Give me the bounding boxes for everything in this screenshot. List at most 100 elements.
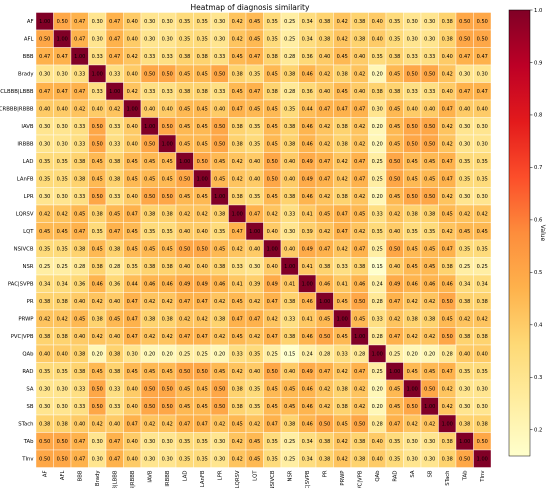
cell-value-label: 0.38 (232, 142, 243, 148)
cell-value-label: 0.35 (477, 177, 488, 183)
cell-value-label: 0.47 (39, 54, 50, 60)
cell-value-label: 0.35 (459, 159, 470, 165)
cell-value-label: 0.30 (214, 37, 225, 43)
cell-value-label: 0.45 (144, 159, 155, 165)
cell-value-label: 0.38 (459, 299, 470, 305)
cell-value-label: 1.00 (319, 299, 330, 305)
cell-value-label: 0.45 (232, 422, 243, 428)
cell-value-label: 0.50 (407, 142, 418, 148)
cell-value-label: 0.47 (57, 89, 68, 95)
cell-value-label: 0.47 (57, 54, 68, 60)
colorbar-tick-label: 0.8 (534, 113, 543, 119)
cell-value-label: 0.47 (459, 89, 470, 95)
cell-value-label: 0.30 (39, 72, 50, 78)
cell-value-label: 0.47 (109, 229, 120, 235)
cell-value-label: 0.20 (372, 124, 383, 130)
cell-value-label: 0.33 (144, 89, 155, 95)
cell-value-label: 0.35 (197, 439, 208, 445)
cell-value-label: 0.49 (302, 369, 313, 375)
cell-value-label: 0.50 (214, 404, 225, 410)
cell-value-label: 0.34 (302, 439, 313, 445)
cell-value-label: 0.50 (92, 124, 103, 130)
cell-value-label: 0.24 (302, 352, 313, 358)
cell-value-label: 0.38 (92, 317, 103, 323)
cell-value-label: 0.35 (57, 177, 68, 183)
cell-value-label: 0.35 (389, 37, 400, 43)
cell-value-label: 0.47 (179, 334, 190, 340)
cell-value-label: 0.38 (109, 247, 120, 253)
cell-value-label: 0.47 (127, 212, 138, 218)
cell-value-label: 0.38 (162, 212, 173, 218)
y-tick-label: SA (26, 387, 33, 393)
cell-value-label: 0.30 (144, 19, 155, 25)
cell-value-label: 1.00 (197, 177, 208, 183)
cell-value-label: 0.38 (144, 317, 155, 323)
cell-value-label: 0.25 (284, 19, 295, 25)
x-tick-label: NSIVCB (270, 470, 276, 488)
cell-value-label: 0.25 (372, 177, 383, 183)
cell-value-label: 0.45 (92, 369, 103, 375)
cell-value-label: 0.35 (127, 264, 138, 270)
cell-value-label: 0.46 (302, 142, 313, 148)
cell-value-label: 1.00 (144, 124, 155, 130)
cell-value-label: 0.38 (424, 317, 435, 323)
cell-value-label: 0.45 (424, 369, 435, 375)
x-tick-label: LQT (252, 470, 258, 481)
cell-value-label: 0.35 (267, 457, 278, 463)
cell-value-label: 0.36 (74, 282, 85, 288)
cell-value-label: 0.42 (249, 422, 260, 428)
y-tick-label: QAb (22, 352, 34, 358)
cell-value-label: 0.38 (232, 194, 243, 200)
cell-value-label: 0.42 (92, 299, 103, 305)
cell-value-label: 0.42 (39, 317, 50, 323)
cell-value-label: 0.38 (232, 404, 243, 410)
cell-value-label: 0.42 (337, 457, 348, 463)
cell-value-label: 0.42 (232, 19, 243, 25)
cell-value-label: 0.25 (267, 352, 278, 358)
cell-value-label: 0.28 (372, 334, 383, 340)
cell-value-label: 0.38 (319, 19, 330, 25)
cell-value-label: 0.30 (57, 142, 68, 148)
x-tick-label: SA (410, 470, 416, 477)
cell-value-label: 0.42 (319, 194, 330, 200)
cell-value-label: 0.30 (459, 72, 470, 78)
cell-value-label: 0.45 (249, 37, 260, 43)
cell-value-label: 0.46 (442, 282, 453, 288)
cell-value-label: 0.47 (442, 107, 453, 113)
y-tick-label: PR (27, 299, 34, 305)
cell-value-label: 0.42 (267, 212, 278, 218)
cell-value-label: 0.35 (249, 142, 260, 148)
cell-value-label: 0.38 (442, 19, 453, 25)
cell-value-label: 0.35 (39, 159, 50, 165)
cell-value-label: 0.33 (74, 72, 85, 78)
cell-value-label: 0.50 (424, 194, 435, 200)
cell-value-label: 0.47 (249, 212, 260, 218)
cell-value-label: 0.45 (109, 317, 120, 323)
cell-value-label: 0.47 (354, 247, 365, 253)
cell-value-label: 0.38 (109, 352, 120, 358)
cell-value-label: 0.35 (197, 457, 208, 463)
x-tick-label: NSR (287, 470, 293, 481)
cell-value-label: 0.35 (372, 229, 383, 235)
cell-value-label: 0.40 (127, 404, 138, 410)
cell-value-label: 0.30 (424, 37, 435, 43)
cell-value-label: 0.45 (162, 177, 173, 183)
cell-value-label: 0.30 (214, 19, 225, 25)
cell-value-label: 0.25 (179, 352, 190, 358)
cell-value-label: 0.30 (39, 387, 50, 393)
cell-value-label: 0.42 (442, 229, 453, 235)
x-tick-label: RAD (392, 471, 398, 482)
cell-value-label: 0.42 (92, 422, 103, 428)
cell-value-label: 0.40 (39, 107, 50, 113)
cell-value-label: 0.50 (407, 404, 418, 410)
cell-value-label: 0.30 (459, 404, 470, 410)
cell-value-label: 0.45 (57, 229, 68, 235)
cell-value-label: 0.33 (162, 89, 173, 95)
cell-value-label: 0.38 (372, 89, 383, 95)
cell-value-label: 0.50 (162, 72, 173, 78)
cell-value-label: 0.50 (179, 369, 190, 375)
cell-value-label: 0.45 (424, 177, 435, 183)
cell-value-label: 0.33 (337, 352, 348, 358)
cell-value-label: 0.38 (179, 89, 190, 95)
cell-value-label: 0.25 (389, 352, 400, 358)
